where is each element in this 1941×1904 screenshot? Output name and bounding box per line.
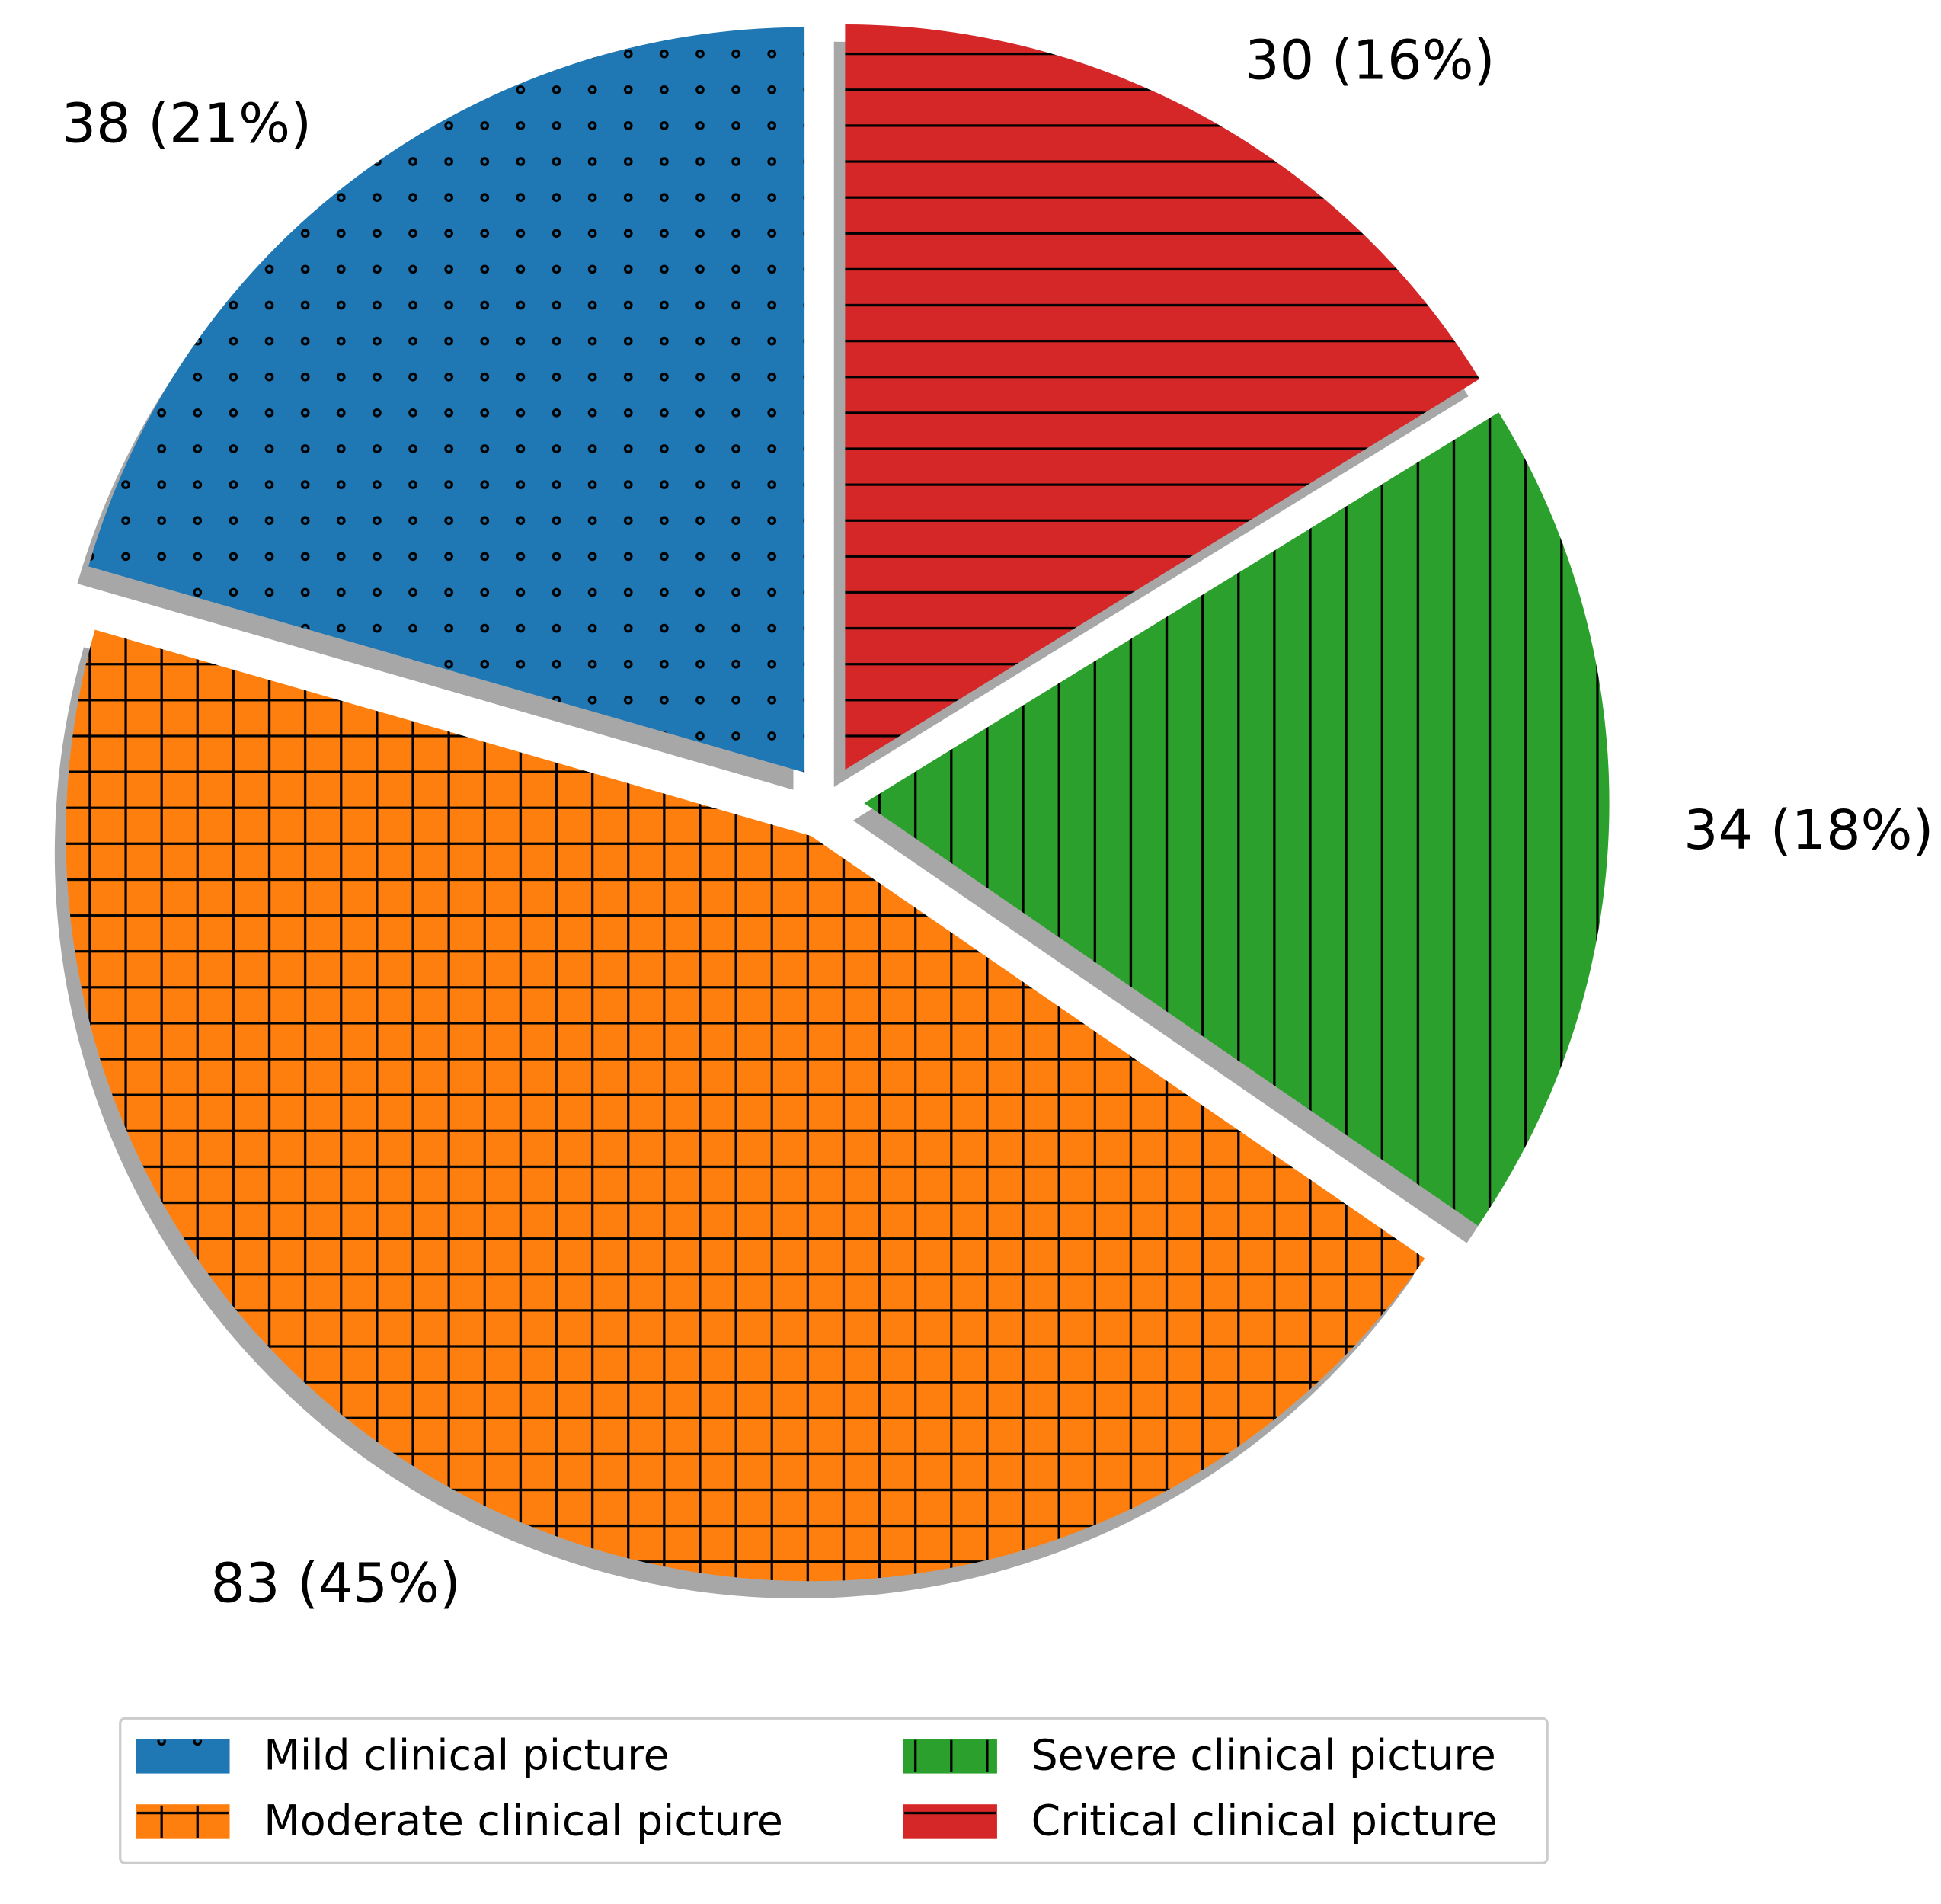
value-label: 30 (16%) — [1245, 28, 1495, 91]
value-labels: 38 (21%) 83 (45%) 34 (18%) 30 (16%) — [62, 28, 1934, 1614]
pie — [54, 24, 1610, 1599]
legend: Mild clinical picture Moderate clinical p… — [119, 1717, 1549, 1865]
wedge — [845, 24, 1480, 770]
legend-label: Moderate clinical picture — [264, 1797, 783, 1846]
legend-label: Severe clinical picture — [1031, 1731, 1496, 1780]
value-label: 34 (18%) — [1684, 798, 1933, 862]
legend-swatch — [903, 1804, 997, 1839]
value-label: 38 (21%) — [62, 92, 312, 155]
wedge — [88, 27, 805, 773]
legend-swatch — [903, 1739, 997, 1774]
legend-swatch — [136, 1739, 230, 1774]
wedge — [66, 629, 1425, 1582]
legend-frame — [119, 1717, 1549, 1865]
value-label: 83 (45%) — [210, 1551, 460, 1614]
wedge — [864, 412, 1610, 1226]
legend-swatch — [136, 1804, 230, 1839]
legend-label: Critical clinical picture — [1031, 1797, 1498, 1846]
legend-label: Mild clinical picture — [264, 1731, 669, 1780]
